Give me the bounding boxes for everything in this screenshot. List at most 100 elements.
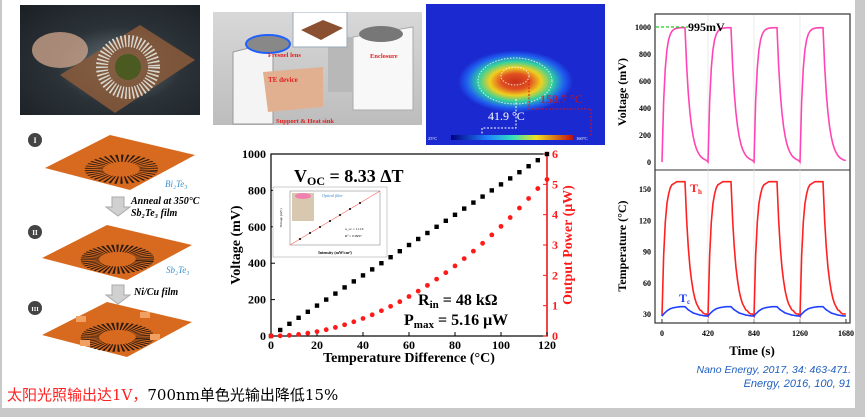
voltage-point <box>278 327 283 333</box>
sb2te3-film-label: Sb₂Te₃ film <box>131 208 178 219</box>
power-point <box>480 240 485 246</box>
temperature-axis-label: Temperature (°C) <box>615 200 629 291</box>
fabrication-schematic: I Bi₂Te₃ Anneal at 350°C Sb₂Te₃ film II … <box>28 133 200 357</box>
power-point <box>397 299 403 305</box>
y2-tick-label: 2 <box>552 268 558 282</box>
voltage-point <box>296 315 301 320</box>
scale-min-label: 25°C <box>428 136 437 141</box>
voc-annotation: VOC = 8.33 ΔT <box>294 166 404 188</box>
voltage-point <box>425 230 430 236</box>
voltage-point <box>489 188 494 193</box>
voltage-point <box>480 194 485 199</box>
voltage-point <box>434 224 439 229</box>
nicu-label: Ni/Cu film <box>133 287 178 298</box>
color-scale-bar <box>451 135 573 140</box>
voltage-tick-label: 800 <box>639 50 651 59</box>
y2-tick-label: 3 <box>552 238 558 252</box>
power-point <box>333 325 338 330</box>
x-tick-label: 840 <box>748 329 760 338</box>
power-point <box>277 333 283 339</box>
power-point <box>342 322 347 328</box>
power-point <box>388 303 393 309</box>
caption-highlight: 太阳光照输出达1V， <box>7 386 148 404</box>
th-label: Th <box>690 181 702 196</box>
power-point <box>369 312 375 318</box>
scale-max-label: 160°C <box>576 136 588 141</box>
x-tick-label: 80 <box>449 338 461 352</box>
voltage-point <box>324 297 329 302</box>
power-point <box>507 215 513 220</box>
power-point <box>296 332 301 337</box>
voltage-point <box>351 279 356 284</box>
power-point <box>351 319 357 325</box>
step-number: II <box>32 229 38 237</box>
device-photo-art <box>32 25 195 113</box>
caption: 太阳光照输出达1V，700nm单色光输出降低15% <box>7 384 338 405</box>
power-point <box>461 256 467 261</box>
power-point <box>379 308 384 314</box>
inset-x-label: Intensity (mW/cm²) <box>318 250 352 255</box>
voltage-point <box>471 200 476 205</box>
voltage-power-chart: 0 20 40 60 80 100 120020040060080010000123456 … <box>229 147 576 366</box>
voltage-point <box>526 163 531 169</box>
voltage-point <box>443 218 448 223</box>
voltage-point <box>342 285 347 290</box>
step-badge-2 <box>28 225 42 239</box>
power-point <box>287 332 292 338</box>
inset-chart: Optical filter α_oc = 11.16 R² = 0.9997 … <box>272 186 388 258</box>
inset-fit-line <box>289 190 381 246</box>
citation-1: Nano Energy, 2017, 34: 463-471. <box>696 364 851 376</box>
x-tick-label: 420 <box>702 329 714 338</box>
power-point <box>305 330 311 336</box>
power-point <box>323 327 329 333</box>
x-tick-label: 120 <box>538 338 556 352</box>
power-point <box>314 329 320 335</box>
inset-filter-label: Optical filter <box>322 193 343 198</box>
enclosure-render-art: Fresnel lens TE device Enclosure Support… <box>232 12 414 125</box>
inset-y-label: Voltage (mV) <box>279 208 283 228</box>
y-tick-label: 200 <box>248 293 266 307</box>
hot-temp-label: 158.7 °C <box>540 92 583 106</box>
inset-alpha: α_oc = 11.16 <box>345 227 364 231</box>
voltage-point <box>462 206 467 211</box>
inset-point <box>339 214 341 216</box>
voltage-tick-label: 600 <box>639 77 651 86</box>
y-tick-label: 0 <box>260 329 266 343</box>
temperature-tick-label: 30 <box>643 310 651 319</box>
power-point <box>452 263 458 269</box>
step-3: III <box>28 301 192 357</box>
x-tick-label: 0 <box>268 338 274 352</box>
temperature-tick-label: 150 <box>639 185 651 194</box>
y2-tick-label: 0 <box>552 329 558 343</box>
support-label: Support & Heat sink <box>276 118 334 125</box>
voltage-point <box>535 157 540 163</box>
power-point <box>544 177 550 182</box>
voltage-point <box>379 261 384 266</box>
x-tick-label: 1680 <box>838 329 854 338</box>
plot-frame <box>654 13 851 324</box>
voltage-point <box>314 303 320 308</box>
x-tick-label: 0 <box>660 329 664 338</box>
caption-text: 700nm单色光输出降低15% <box>147 386 339 404</box>
power-point <box>471 248 476 254</box>
power-point <box>498 223 504 229</box>
y-tick-label: 800 <box>248 183 266 197</box>
sb2te3-label: Sb₂Te₃ <box>166 265 189 275</box>
voltage-point <box>360 273 366 278</box>
y2-tick-label: 5 <box>552 177 558 191</box>
step-number: III <box>31 306 39 313</box>
y-axis-label: Voltage (mV) <box>229 205 244 285</box>
fresnel-label: Fresnel lens <box>268 52 301 59</box>
power-point <box>443 270 449 276</box>
temperature-tick-label: 90 <box>643 248 651 257</box>
thermal-annotations: 41.9 °C 158.7 °C 25°C 160°C <box>428 57 592 141</box>
y2-tick-label: 4 <box>552 208 558 222</box>
power-point <box>517 205 522 211</box>
tc-line <box>661 305 846 317</box>
step-badge-3 <box>28 301 42 315</box>
voltage-axis-label: Voltage (mV) <box>615 58 629 126</box>
power-point <box>489 232 495 238</box>
inset-point <box>319 226 321 228</box>
cycle-chart: 0 420 840 1260 1680 0 200 400 600 800 1000 30 60 90 12… <box>615 13 854 358</box>
